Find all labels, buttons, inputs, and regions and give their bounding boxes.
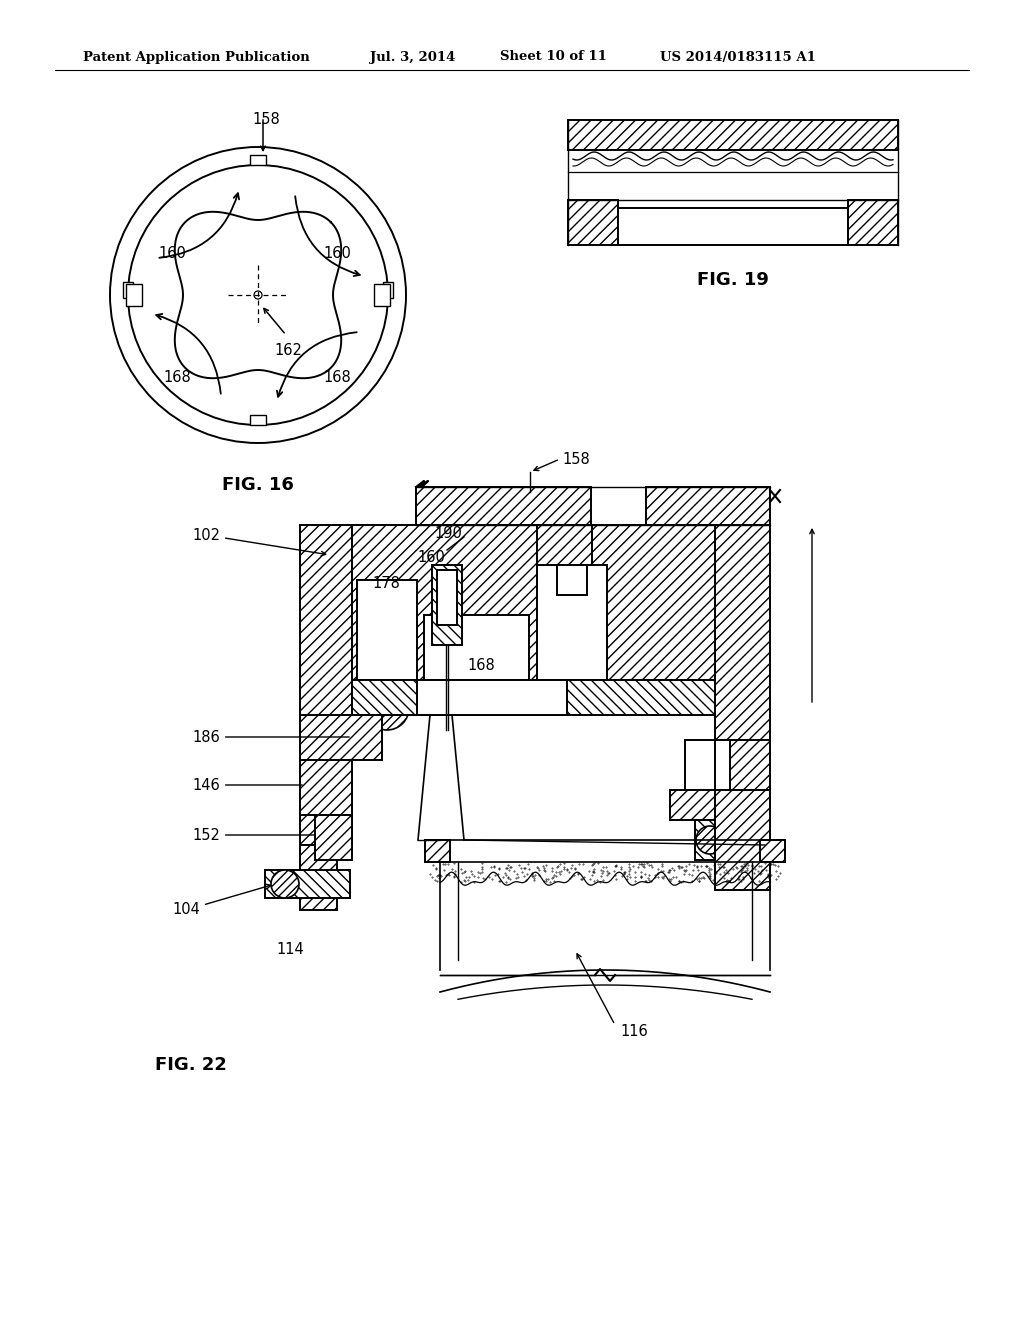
Circle shape	[365, 686, 409, 730]
Bar	[670, 789, 715, 820]
Text: FIG. 19: FIG. 19	[697, 271, 769, 289]
Bar	[618, 209, 848, 246]
Bar	[300, 760, 352, 814]
Text: US 2014/0183115 A1: US 2014/0183115 A1	[660, 50, 816, 63]
Text: 158: 158	[562, 451, 590, 466]
Bar	[695, 820, 735, 861]
Bar	[417, 680, 567, 715]
Bar	[300, 845, 337, 909]
Text: Sheet 10 of 11: Sheet 10 of 11	[500, 50, 607, 63]
Bar	[374, 284, 390, 306]
Bar	[250, 414, 266, 425]
Bar	[352, 680, 715, 715]
Text: 152: 152	[193, 828, 315, 842]
Bar	[432, 565, 462, 645]
Bar	[315, 814, 352, 861]
Bar	[537, 565, 607, 680]
Text: 168: 168	[163, 370, 190, 384]
Text: 146: 146	[193, 777, 302, 792]
Bar	[123, 282, 133, 298]
Text: Patent Application Publication: Patent Application Publication	[83, 50, 309, 63]
Text: FIG. 22: FIG. 22	[155, 1056, 227, 1074]
Text: 104: 104	[172, 884, 270, 917]
Text: 168: 168	[467, 657, 495, 672]
Bar	[568, 120, 898, 150]
Bar	[250, 154, 266, 165]
Text: 168: 168	[323, 370, 351, 384]
Bar	[425, 840, 450, 862]
Bar	[715, 789, 770, 890]
Text: Jul. 3, 2014: Jul. 3, 2014	[370, 50, 456, 63]
Text: 160: 160	[158, 246, 186, 260]
Bar	[300, 715, 382, 760]
Bar	[300, 525, 352, 845]
Text: 190: 190	[434, 525, 462, 540]
Bar	[357, 579, 417, 680]
Text: 160: 160	[417, 549, 444, 565]
Text: 116: 116	[620, 1024, 648, 1040]
Bar	[685, 741, 715, 789]
Text: FIG. 16: FIG. 16	[222, 477, 294, 494]
Bar	[557, 565, 587, 595]
Circle shape	[271, 870, 299, 898]
Circle shape	[254, 290, 262, 300]
Bar	[715, 525, 770, 741]
Bar	[383, 282, 393, 298]
Text: 158: 158	[252, 112, 280, 127]
Bar	[416, 487, 591, 525]
Bar	[568, 201, 618, 246]
Text: 114: 114	[276, 942, 304, 957]
Text: 162: 162	[274, 343, 302, 358]
Circle shape	[696, 826, 724, 854]
Bar	[760, 840, 785, 862]
Text: 178: 178	[372, 576, 400, 590]
Text: 160: 160	[323, 246, 351, 260]
Bar	[126, 284, 142, 306]
Bar	[848, 201, 898, 246]
Bar	[537, 525, 592, 565]
Text: 102: 102	[193, 528, 326, 556]
Bar	[424, 615, 529, 680]
Bar	[352, 525, 715, 680]
Bar	[437, 570, 457, 624]
Bar	[646, 487, 770, 525]
Bar	[730, 741, 770, 789]
Text: 186: 186	[193, 730, 349, 744]
Bar	[265, 870, 350, 898]
